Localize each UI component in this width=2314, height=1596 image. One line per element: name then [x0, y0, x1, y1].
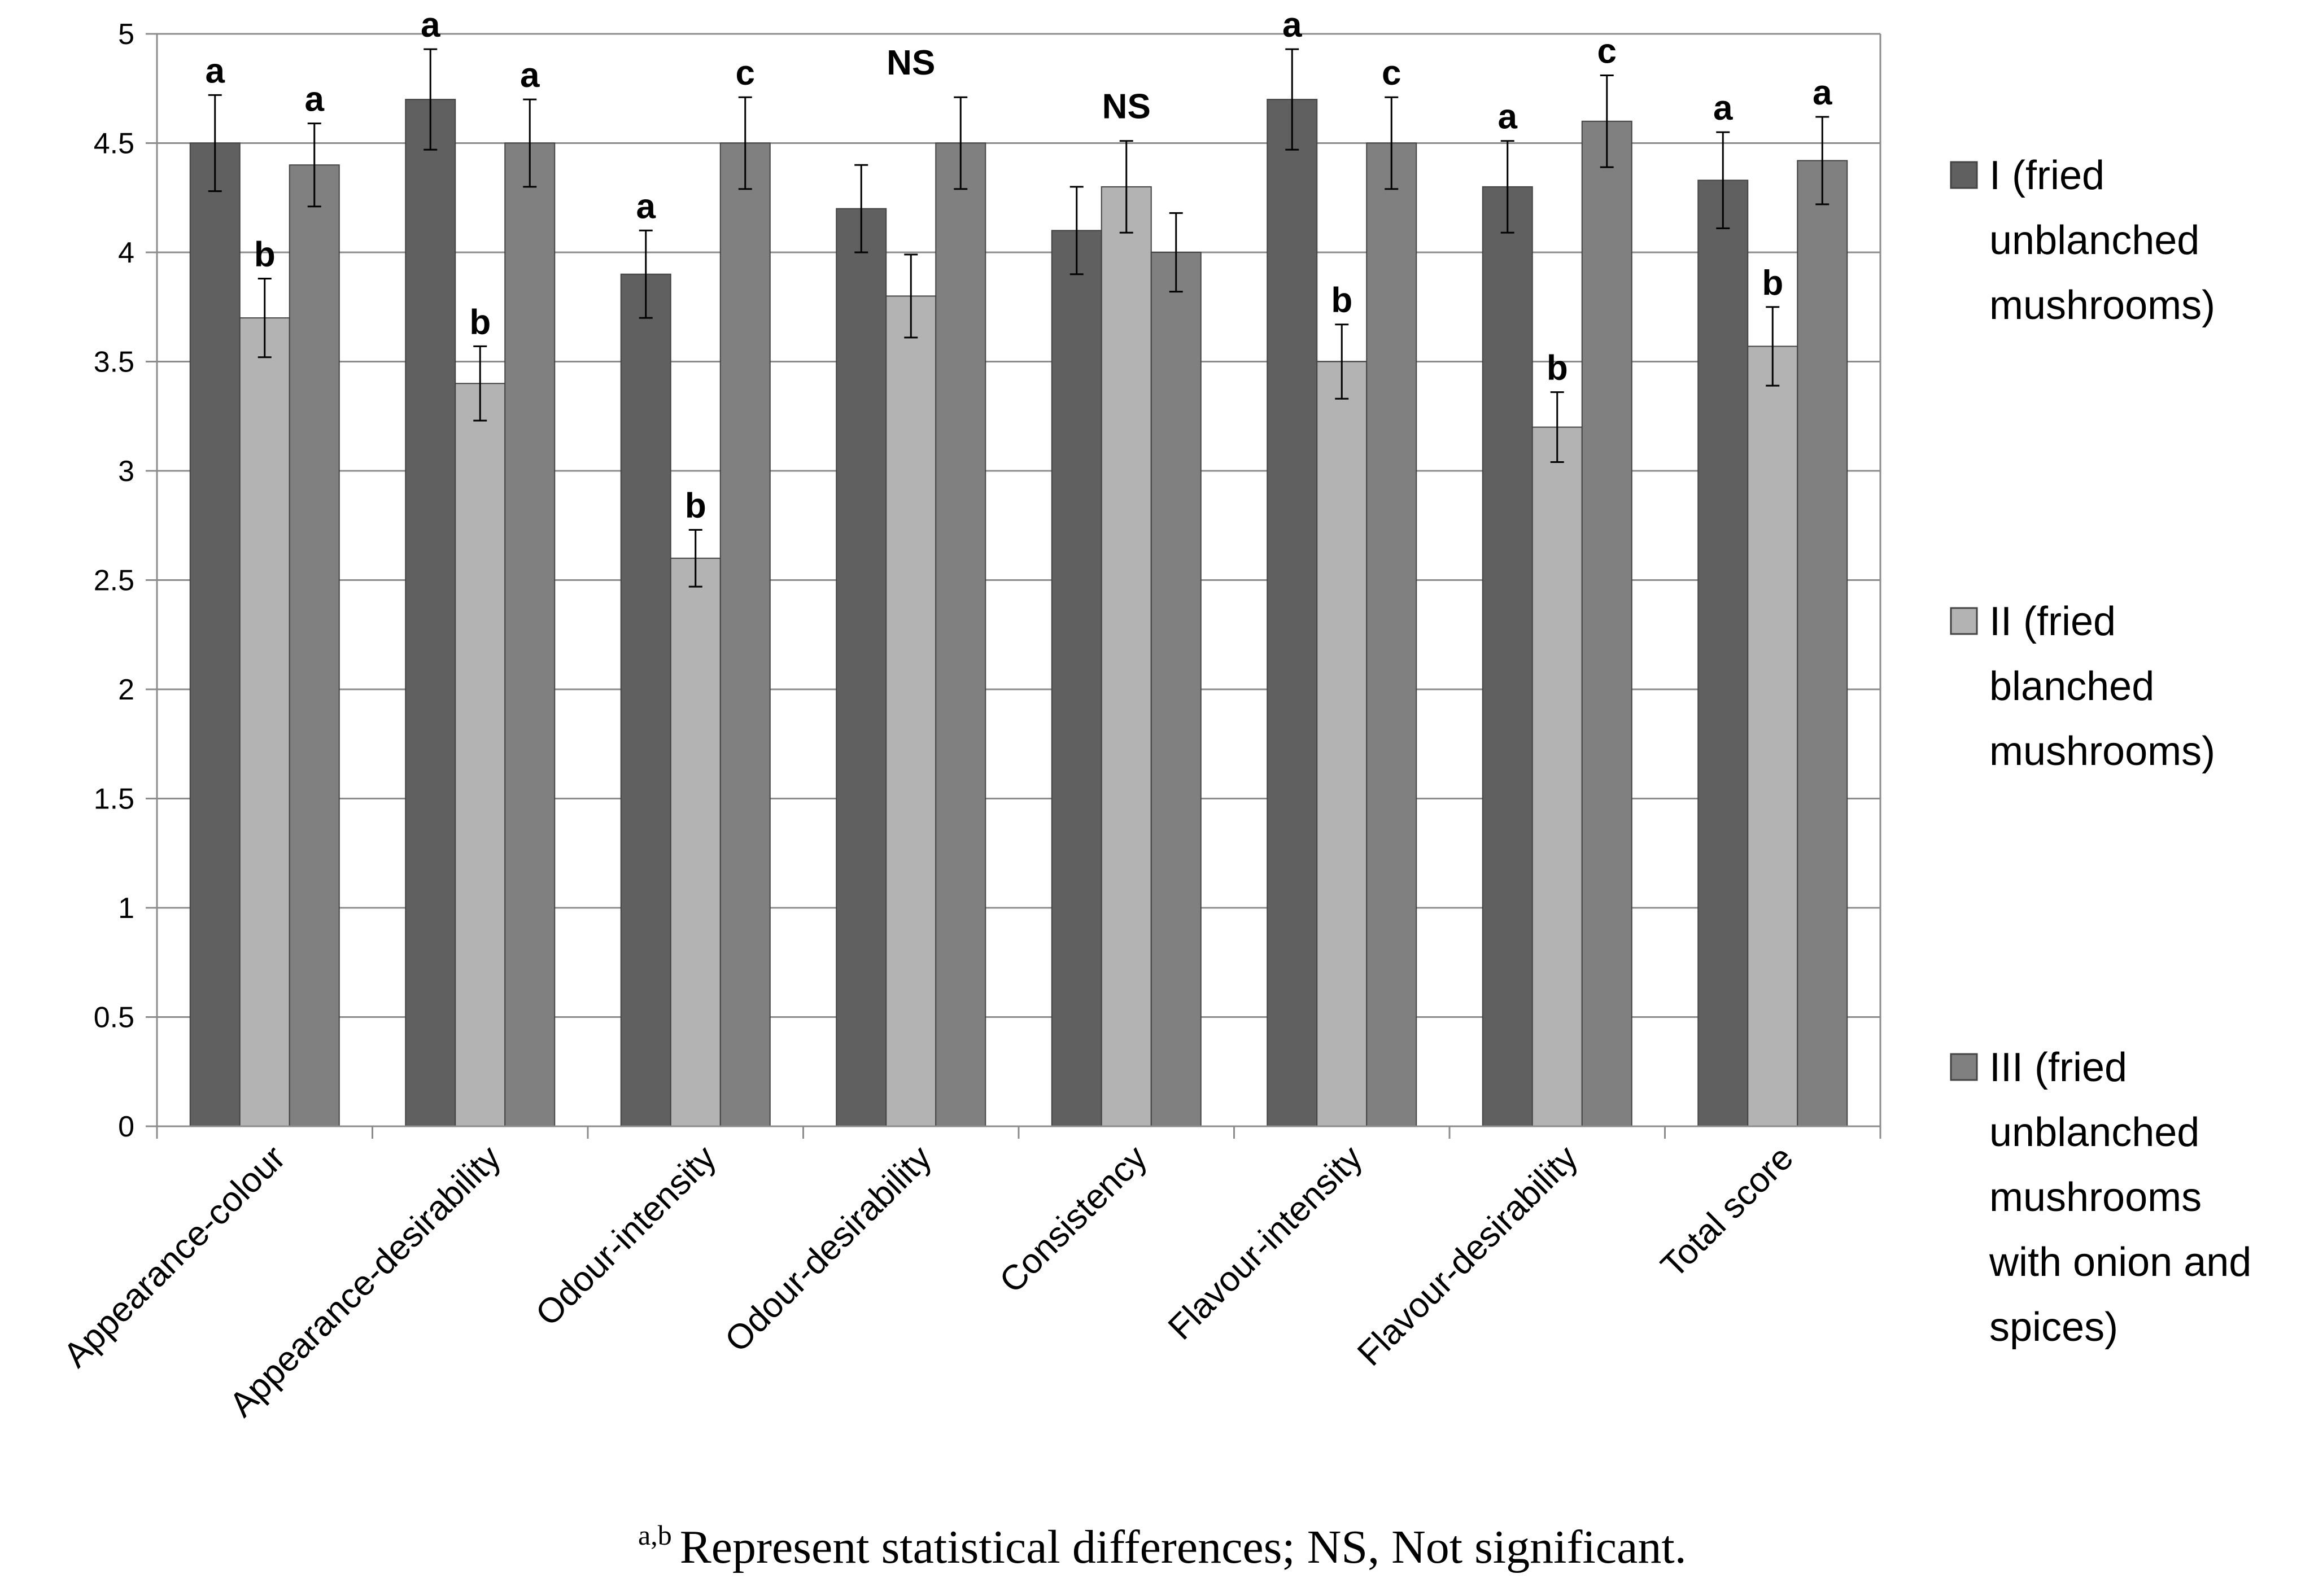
bar: [189, 142, 241, 1127]
bar: [1316, 361, 1368, 1127]
legend-label-line: unblanched: [1989, 1110, 2199, 1155]
footnote: a,b Represent statistical differences; NS…: [638, 1519, 1687, 1573]
bar: [1150, 252, 1202, 1127]
bar: [1747, 346, 1798, 1127]
significance-label: b: [1547, 349, 1568, 388]
bar: [1697, 180, 1749, 1127]
legend-label: I (fried unblanched mushrooms): [1989, 153, 2215, 328]
legend-label: II (fried blanched mushrooms): [1989, 599, 2215, 774]
legend-label: III (fried unblanched mushrooms with onion …: [1989, 1045, 2251, 1350]
legend-entry: I (fried unblanched mushrooms): [1950, 153, 2215, 328]
legend-entry: III (fried unblanched mushrooms with onion …: [1950, 1045, 2251, 1350]
y-tick-label: 0.5: [94, 1002, 134, 1034]
y-tick-label: 3: [118, 455, 134, 488]
bars: [189, 48, 1848, 1127]
significance-label: a: [636, 187, 656, 226]
y-tick-label: 1: [118, 892, 134, 925]
bar: [670, 557, 721, 1127]
legend-label-line: spices): [1989, 1305, 2118, 1350]
legend-entry: II (fried blanched mushrooms): [1950, 599, 2215, 774]
bar: [1531, 426, 1583, 1127]
legend-label-line: III (fried: [1989, 1045, 2127, 1090]
bar: [1581, 120, 1632, 1127]
y-tick-label: 5: [118, 18, 134, 51]
y-tick-label: 2: [118, 674, 134, 706]
significance-label: c: [1597, 32, 1617, 71]
footnote-text: Represent statistical differences; NS, N…: [680, 1521, 1687, 1573]
legend-label-line: mushrooms): [1989, 283, 2215, 328]
significance-label: b: [685, 486, 706, 525]
group-annotation: NS: [887, 43, 935, 82]
significance-label: a: [1713, 89, 1733, 128]
significance-label: a: [520, 56, 540, 95]
significance-label: b: [469, 303, 491, 342]
legend-label-line: I (fried: [1989, 153, 2105, 198]
significance-label: b: [1331, 281, 1352, 320]
y-tick-label: 3.5: [94, 346, 134, 379]
significance-label: a: [206, 51, 225, 90]
bar: [935, 142, 986, 1127]
legend-label-line: blanched: [1989, 664, 2154, 709]
significance-label: b: [254, 235, 276, 274]
legend-label-line: II (fried: [1989, 599, 2116, 644]
legend-label-line: mushrooms): [1989, 729, 2215, 774]
significance-label: a: [421, 6, 440, 45]
group-annotation: NS: [1102, 88, 1151, 126]
legend-label-line: unblanched: [1989, 218, 2199, 263]
legend-label-line: with onion and: [1989, 1240, 2251, 1285]
bar: [836, 208, 887, 1127]
significance-label: a: [305, 80, 325, 119]
bar: [1366, 142, 1417, 1127]
bar: [1797, 160, 1848, 1127]
legend-swatch: [1950, 607, 1978, 635]
legend-swatch: [1950, 1053, 1978, 1081]
bar: [620, 273, 671, 1127]
bar: [1051, 230, 1102, 1127]
significance-label: a: [1813, 73, 1832, 112]
legend: I (fried unblanched mushrooms) II (fried bla…: [1950, 153, 2251, 1350]
y-tick-label: 1.5: [94, 783, 134, 816]
bar: [885, 295, 937, 1127]
bar: [504, 142, 556, 1127]
bar: [455, 383, 506, 1127]
y-tick-label: 0: [118, 1110, 134, 1143]
significance-labels: a b a a b a a b c NS NS a b c a b c a b a: [206, 6, 1833, 525]
bar: [1101, 186, 1152, 1127]
bar: [239, 317, 290, 1127]
footnote-superscript: a,b: [638, 1519, 672, 1551]
significance-label: a: [1498, 98, 1518, 137]
y-tick-label: 4.5: [94, 128, 134, 160]
bar: [289, 164, 340, 1127]
y-tick-label: 4: [118, 237, 134, 269]
significance-label: a: [1282, 6, 1302, 45]
y-tick-label: 2.5: [94, 565, 134, 597]
bar: [719, 142, 771, 1127]
significance-label: c: [736, 54, 755, 93]
bar: [1267, 99, 1318, 1127]
significance-label: b: [1762, 264, 1783, 303]
significance-label: c: [1382, 54, 1401, 93]
legend-label-line: mushrooms: [1989, 1175, 2202, 1220]
legend-swatch: [1950, 161, 1978, 189]
bar: [1482, 186, 1533, 1127]
bar: [405, 99, 456, 1127]
